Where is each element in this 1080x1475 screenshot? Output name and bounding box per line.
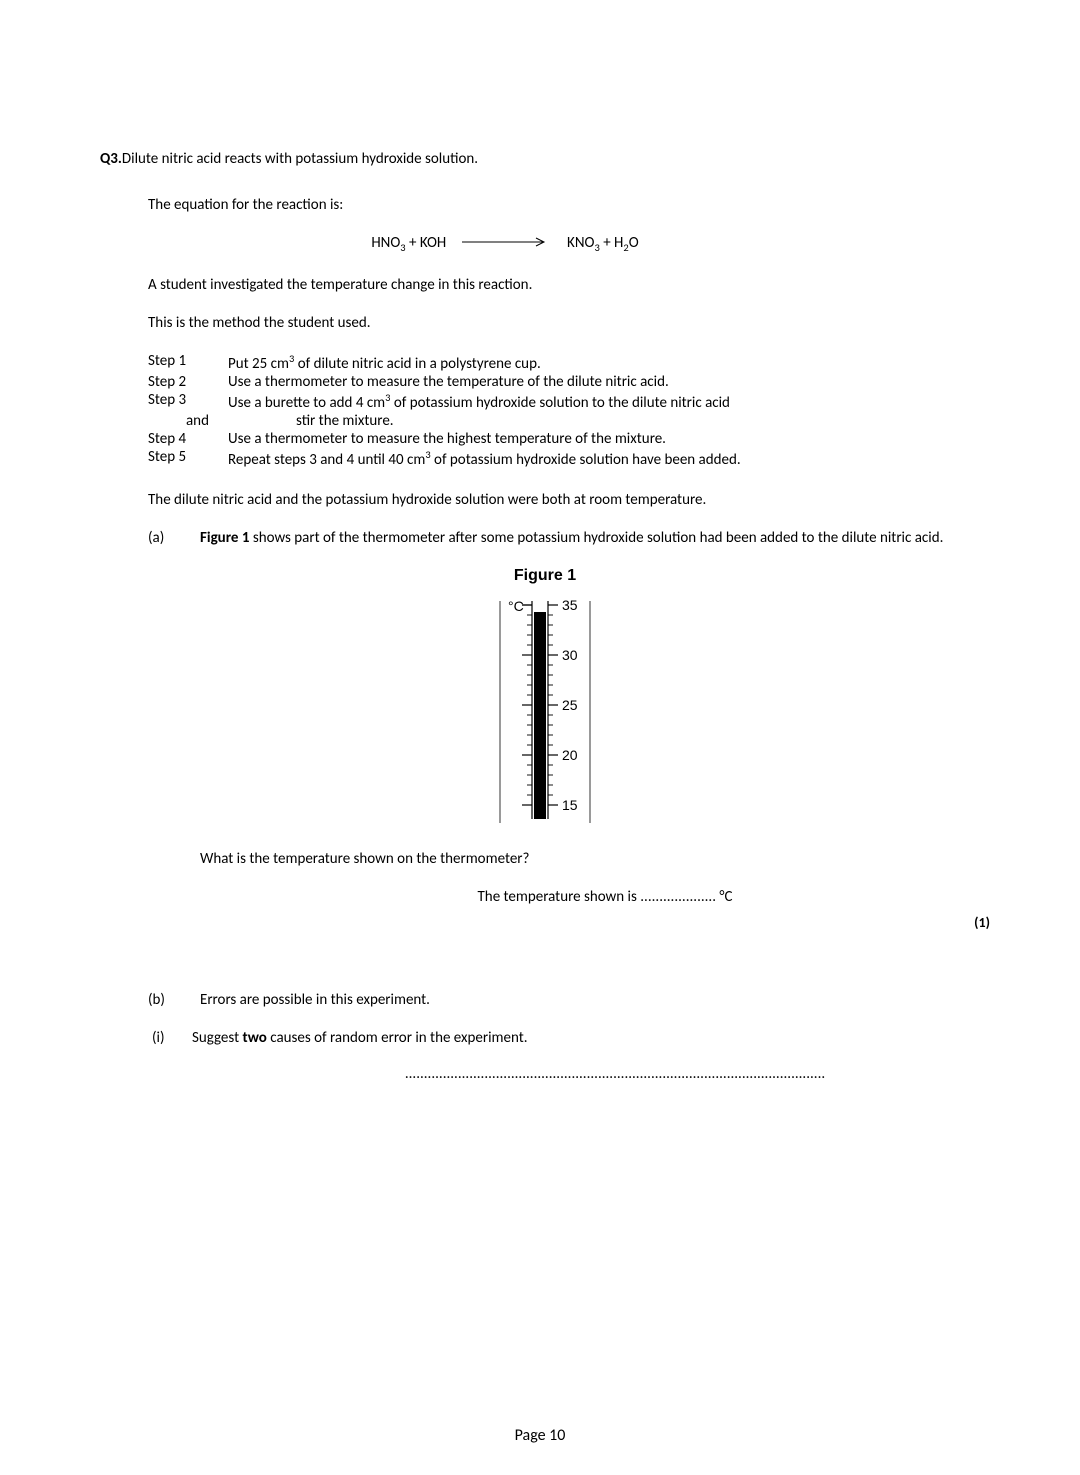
eq-plus2: + H [600, 234, 624, 252]
marks-a: (1) [100, 914, 990, 931]
answer-unit: °C [716, 888, 732, 906]
step-text: Put 25 cm3 of dilute nitric acid in a po… [228, 352, 990, 373]
part-a-question: What is the temperature shown on the the… [200, 850, 990, 868]
part-b-i: (i) Suggest two causes of random error i… [152, 1029, 990, 1047]
step-label: Step 4 [148, 430, 228, 448]
step-label: Step 3 [148, 391, 228, 412]
part-a: (a) Figure 1 shows part of the thermomet… [148, 529, 990, 547]
answer-dots: .................... [640, 888, 716, 906]
step-row: Step 5Repeat steps 3 and 4 until 40 cm3 … [148, 448, 990, 469]
step3-and: and [186, 412, 296, 430]
sub-i-bold: two [243, 1029, 267, 1047]
sub-i-text: Suggest two causes of random error in th… [192, 1029, 990, 1047]
part-b-text: Errors are possible in this experiment. [200, 991, 990, 1009]
answer-line: The temperature shown is ...............… [100, 888, 990, 906]
svg-text:°C: °C [508, 598, 524, 614]
step-row: Step 2Use a thermometer to measure the t… [148, 373, 990, 391]
step-label: Step 2 [148, 373, 228, 391]
figure-title: Figure 1 [100, 567, 990, 585]
part-a-label: (a) [148, 529, 200, 547]
step-text: Use a burette to add 4 cm3 of potassium … [228, 391, 990, 412]
page-footer: Page 10 [0, 1426, 1080, 1445]
step-row: Step 3Use a burette to add 4 cm3 of pota… [148, 391, 990, 412]
part-a-rest: shows part of the thermometer after some… [249, 529, 943, 547]
part-b-label: (b) [148, 991, 200, 1009]
svg-text:25: 25 [562, 697, 578, 713]
steps-block: Step 1Put 25 cm3 of dilute nitric acid i… [148, 352, 990, 469]
svg-text:30: 30 [562, 647, 578, 663]
step-text: Use a thermometer to measure the highest… [228, 430, 990, 448]
step-row: Step 4Use a thermometer to measure the h… [148, 430, 990, 448]
intro-text: Dilute nitric acid reacts with potassium… [122, 150, 478, 168]
step-text: Use a thermometer to measure the tempera… [228, 373, 990, 391]
thermometer-figure: °C 35 30 25 20 15 [100, 591, 990, 832]
svg-text:35: 35 [562, 597, 578, 613]
svg-text:15: 15 [562, 797, 578, 813]
question-intro: Q3.Dilute nitric acid reacts with potass… [100, 150, 990, 168]
para2: A student investigated the temperature c… [148, 276, 990, 294]
sub-i-label: (i) [152, 1029, 192, 1047]
para4: The dilute nitric acid and the potassium… [148, 491, 990, 509]
step3-continuation: andstir the mixture. [148, 412, 990, 430]
step-label: Step 1 [148, 352, 228, 373]
eq-plus1: + KOH [406, 234, 447, 252]
eq-o: O [629, 234, 639, 252]
step-text: Repeat steps 3 and 4 until 40 cm3 of pot… [228, 448, 990, 469]
svg-text:20: 20 [562, 747, 578, 763]
answer-prefix: The temperature shown is [478, 888, 641, 906]
question-number: Q3. [100, 150, 122, 168]
arrow-icon [462, 234, 552, 252]
answer-dots-line: ........................................… [240, 1065, 990, 1083]
sub-i-b: causes of random error in the experiment… [267, 1029, 528, 1047]
eq-hno: HNO [371, 234, 400, 252]
sub-i-a: Suggest [192, 1029, 243, 1047]
equation: HNO3 + KOH KNO3 + H2O [100, 234, 990, 254]
step-row: Step 1Put 25 cm3 of dilute nitric acid i… [148, 352, 990, 373]
eq-intro: The equation for the reaction is: [148, 196, 990, 214]
part-b: (b) Errors are possible in this experime… [148, 991, 990, 1009]
para3: This is the method the student used. [148, 314, 990, 332]
figure1-bold: Figure 1 [200, 529, 249, 547]
eq-kno: KNO [567, 234, 594, 252]
step3-and-text: stir the mixture. [296, 412, 394, 430]
step-label: Step 5 [148, 448, 228, 469]
part-a-text: Figure 1 shows part of the thermometer a… [200, 529, 990, 547]
